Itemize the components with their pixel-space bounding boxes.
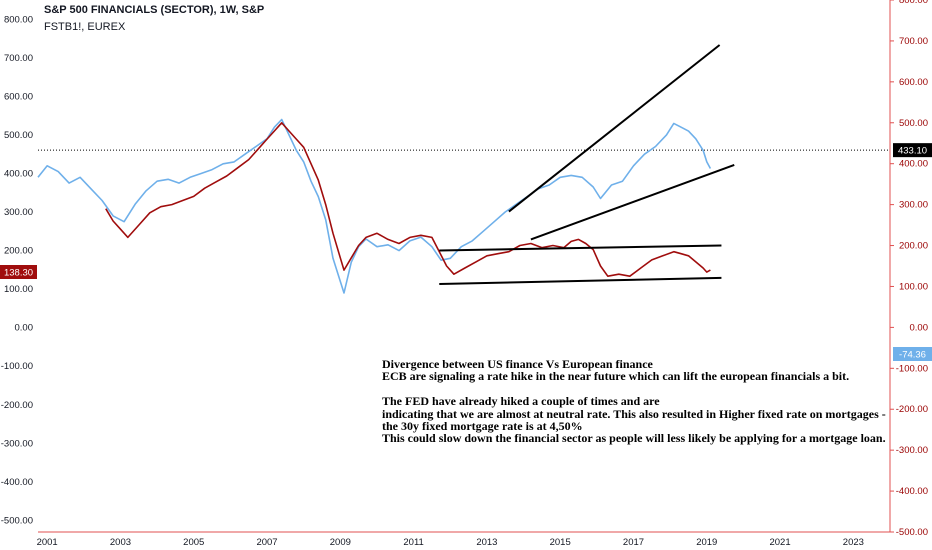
current-price-label: 433.10 (898, 146, 927, 157)
annotation-line: This could slow down the financial secto… (382, 431, 886, 446)
time-axis-tick-label: 2007 (256, 537, 277, 548)
right-series-price-label-box (893, 347, 932, 361)
time-axis-tick-label: 2015 (550, 537, 571, 548)
left-axis-tick-label: 500.00 (4, 130, 33, 141)
time-axis-tick-label: 2017 (623, 537, 644, 548)
left-axis-tick-label: 800.00 (4, 14, 33, 25)
trendline[interactable] (530, 163, 735, 241)
left-axis-tick-label: -500.00 (1, 515, 33, 526)
left-series-price-label: 138.30 (4, 268, 33, 279)
left-price-axis[interactable]: 800.00 700.00 600.00 500.00 400.00 300.00 200.… (1, 14, 33, 526)
left-axis-tick-label: 0.00 (15, 323, 34, 334)
time-axis-tick-label: 2023 (843, 537, 864, 548)
chart-plot-area (38, 0, 890, 532)
right-axis-tick-label: 600.00 (899, 77, 928, 88)
chart-subtitle: FSTB1!, EUREX (44, 21, 126, 33)
annotation-line: The FED have already hiked a couple of t… (382, 394, 660, 409)
right-axis-tick-label: -100.00 (896, 363, 928, 374)
left-axis-tick-label: -200.00 (1, 400, 33, 411)
right-axis-tick-label: -300.00 (896, 445, 928, 456)
right-axis-tick-label: 500.00 (899, 118, 928, 129)
right-axis-tick-label: 300.00 (899, 200, 928, 211)
left-series-price-label-box (0, 265, 37, 279)
right-axis-tick-label: 800.00 (899, 0, 928, 6)
series-line-fstb (105, 122, 711, 277)
time-axis-tick-label: 2013 (476, 537, 497, 548)
left-axis-tick-label: 200.00 (4, 246, 33, 257)
left-axis-tick-label: 700.00 (4, 53, 33, 64)
trendline[interactable] (508, 44, 721, 213)
right-axis-tick-label: 100.00 (899, 281, 928, 292)
annotation-text: Divergence between US finance Vs Europea… (382, 358, 902, 445)
time-axis-tick-label: 2005 (183, 537, 204, 548)
time-axis-tick-label: 2009 (330, 537, 351, 548)
annotation-line: ECB are signaling a rate hike in the nea… (382, 369, 850, 384)
right-axis-tick-label: 400.00 (899, 159, 928, 170)
trendline-layer (439, 44, 735, 286)
annotation-line: the 30y fixed mortgage rate is at 4,50% (382, 419, 583, 434)
right-axis-tick-label: -500.00 (896, 527, 928, 538)
right-axis-tick-label: -200.00 (896, 404, 928, 415)
right-axis-tick-label: 0.00 (910, 322, 929, 333)
right-axis-tick-label: 200.00 (899, 241, 928, 252)
annotation-line: indicating that we are almost at neutral… (382, 406, 886, 421)
time-axis-tick-label: 2011 (403, 537, 423, 548)
series-line-spx-financials (37, 118, 712, 294)
price-label-layer: 138.30 433.10 -74.36 (0, 143, 932, 361)
annotation-line: Divergence between US finance Vs Europea… (382, 357, 653, 371)
right-series-price-label: -74.36 (899, 350, 926, 361)
time-axis-tick-label: 2003 (110, 537, 131, 548)
time-axis-tick-label: 2021 (769, 537, 790, 548)
chart-title: S&P 500 FINANCIALS (SECTOR), 1W, S&P (44, 4, 265, 16)
left-axis-tick-label: 300.00 (4, 207, 33, 218)
left-axis-tick-label: 600.00 (4, 91, 33, 102)
right-axis-tick-label: -400.00 (896, 486, 928, 497)
current-price-label-box (893, 143, 932, 158)
time-axis[interactable]: 2001 2003 2005 2007 2009 2011 2013 2015 2017 2019… (37, 531, 890, 548)
plot-background (38, 0, 890, 532)
left-axis-tick-label: 100.00 (4, 284, 33, 295)
trendline[interactable] (439, 276, 722, 286)
trendline[interactable] (439, 244, 722, 252)
time-axis-tick-label: 2019 (696, 537, 717, 548)
time-axis-tick-label: 2001 (37, 537, 58, 548)
right-price-axis[interactable]: 800.00 700.00 600.00 500.00 400.00 300.00 200.… (889, 0, 929, 538)
left-axis-tick-label: -300.00 (1, 438, 33, 449)
right-axis-tick-label: 700.00 (899, 36, 928, 47)
series-layer (37, 118, 712, 294)
left-axis-tick-label: 400.00 (4, 168, 33, 179)
left-axis-tick-label: -400.00 (1, 477, 33, 488)
left-axis-tick-label: -100.00 (1, 361, 33, 372)
